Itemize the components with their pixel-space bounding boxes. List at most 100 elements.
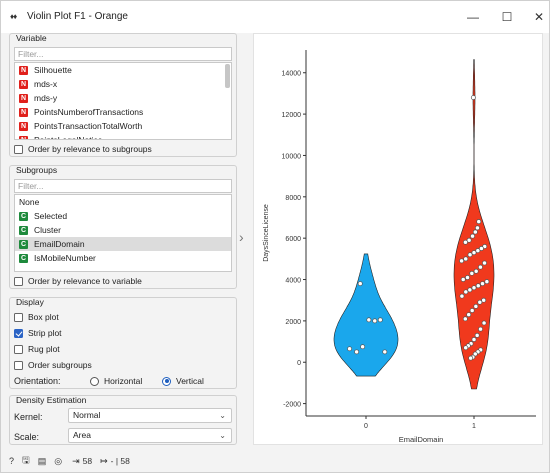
box-plot-checkbox[interactable]: Box plot — [14, 312, 59, 322]
list-item[interactable]: C Selected — [15, 209, 231, 223]
strip-point — [463, 239, 468, 245]
strip-point — [347, 346, 353, 352]
variable-list-scrollbar[interactable] — [225, 64, 230, 88]
violin-chart: -2000 0 2000 4000 6000 8000 10000 12000 14000 0 1 E… — [263, 50, 536, 444]
variable-group-title: Variable — [16, 33, 47, 43]
scale-dropdown[interactable]: Area ⌄ — [68, 428, 232, 443]
y-tick-label: 8000 — [285, 195, 301, 202]
strip-point — [469, 308, 475, 313]
chevron-down-icon: ⌄ — [219, 431, 226, 440]
minimize-button[interactable]: — — [467, 10, 479, 24]
order-by-relevance-subgroups-label: Order by relevance to subgroups — [28, 144, 152, 154]
strip-point — [468, 355, 474, 361]
list-item-label: Cluster — [34, 225, 61, 235]
categorical-variable-icon: C — [19, 239, 28, 249]
strip-point — [473, 303, 479, 309]
x-tick-label: 0 — [364, 423, 368, 430]
save-icon[interactable]: 🖫 — [22, 455, 30, 465]
categorical-variable-icon: C — [19, 211, 28, 221]
strip-point — [382, 349, 388, 355]
order-by-relevance-subgroups-checkbox[interactable]: Order by relevance to subgroups — [14, 144, 152, 154]
list-item[interactable]: C Cluster — [15, 223, 231, 237]
snapshot-icon[interactable]: ◎ — [54, 455, 63, 466]
strip-point — [462, 316, 468, 322]
strip-point — [354, 349, 360, 355]
input-count: 58 — [82, 456, 93, 466]
strip-point — [372, 318, 378, 324]
horizontal-radio[interactable]: Horizontal — [90, 376, 142, 386]
rug-plot-checkbox[interactable]: Rug plot — [14, 344, 60, 354]
subgroups-list[interactable]: None C Selected C Cluster C EmailDomain C IsMobi… — [14, 194, 232, 272]
strip-point — [366, 317, 372, 323]
strip-point — [484, 279, 490, 285]
output-count: - | 58 — [110, 456, 130, 466]
order-by-relevance-variable-label: Order by relevance to variable — [28, 276, 142, 286]
scale-label: Scale: — [14, 432, 40, 442]
numeric-variable-icon: N — [19, 65, 28, 75]
collapse-panel-icon[interactable]: › — [239, 229, 244, 245]
kernel-dropdown[interactable]: Normal ⌄ — [68, 408, 232, 423]
violin-shape-0 — [333, 253, 399, 377]
strip-point — [469, 270, 475, 276]
list-item[interactable]: N PointsNumberofTransactions — [15, 105, 231, 119]
strip-point — [470, 233, 476, 239]
strip-point — [472, 229, 478, 235]
title-bar: ♦♦ Violin Plot F1 - Orange — ☐ ✕ — [1, 1, 549, 33]
list-item[interactable]: N PointsLegalNotice — [15, 133, 231, 139]
violin-shape-1 — [453, 59, 495, 390]
input-icon: ⇥ — [72, 455, 80, 466]
report-icon[interactable]: ▤ — [37, 455, 47, 466]
variable-filter-input[interactable]: Filter... — [14, 47, 232, 61]
kernel-value: Normal — [73, 410, 101, 420]
categorical-variable-icon: C — [19, 253, 28, 263]
strip-point — [481, 320, 487, 326]
numeric-variable-icon: N — [19, 93, 28, 103]
order-by-relevance-variable-checkbox[interactable]: Order by relevance to variable — [14, 276, 142, 286]
x-axis-label: EmailDomain — [399, 435, 444, 444]
help-icon[interactable]: ? — [9, 456, 15, 466]
strip-plot-checkbox[interactable]: Strip plot — [14, 328, 62, 338]
list-item[interactable]: None — [15, 195, 231, 209]
display-group-title: Display — [16, 297, 44, 307]
list-item-label: PointsTransactionTotalWorth — [34, 121, 143, 131]
list-item[interactable]: N PointsTransactionTotalWorth — [15, 119, 231, 133]
order-subgroups-checkbox[interactable]: Order subgroups — [14, 360, 92, 370]
strip-point — [467, 287, 473, 293]
horizontal-label: Horizontal — [104, 376, 143, 386]
vertical-label: Vertical — [176, 376, 204, 386]
numeric-variable-icon: N — [19, 121, 28, 131]
maximize-button[interactable]: ☐ — [501, 10, 513, 24]
strip-point — [474, 332, 480, 338]
strip-point — [471, 250, 477, 256]
list-item-label: EmailDomain — [34, 239, 85, 249]
numeric-variable-icon: N — [19, 135, 28, 139]
close-button[interactable]: ✕ — [533, 10, 545, 24]
y-tick-label: 10000 — [282, 153, 302, 160]
strip-point — [472, 351, 478, 357]
subgroups-filter-input[interactable]: Filter... — [14, 179, 232, 193]
strip-point — [470, 95, 476, 101]
vertical-radio[interactable]: Vertical — [162, 376, 204, 386]
y-tick-label: -2000 — [283, 402, 301, 409]
checkbox-icon — [14, 276, 23, 286]
strip-point — [478, 326, 483, 332]
strip-point — [357, 281, 363, 287]
y-tick-label: 4000 — [285, 278, 301, 285]
x-tick-label: 1 — [472, 423, 476, 430]
y-tick-label: 12000 — [282, 112, 302, 119]
strip-point — [465, 275, 470, 280]
strip-point — [471, 337, 477, 342]
scale-value: Area — [73, 430, 91, 440]
list-item[interactable]: C IsMobileNumber — [15, 251, 231, 265]
strip-point — [475, 248, 481, 254]
checkbox-icon — [14, 328, 23, 338]
list-item[interactable]: C EmailDomain — [15, 237, 231, 251]
list-item[interactable]: N Silhouette — [15, 63, 231, 77]
violin-plot-area[interactable]: -2000 0 2000 4000 6000 8000 10000 12000 14000 0 1 E… — [253, 33, 543, 445]
strip-point — [463, 289, 469, 295]
orientation-label: Orientation: — [14, 376, 61, 386]
